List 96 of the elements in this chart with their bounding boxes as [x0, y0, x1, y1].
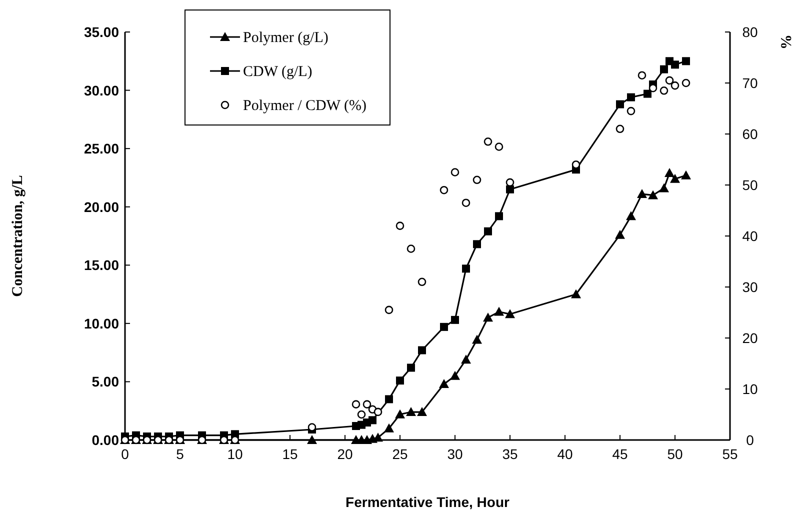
point [307, 435, 317, 444]
point [461, 354, 471, 364]
point [357, 410, 366, 419]
x-tick-label: 20 [337, 446, 353, 462]
point [439, 379, 449, 388]
point [368, 416, 376, 424]
x-axis-title: Fermentative Time, Hour [346, 494, 510, 510]
point [681, 170, 691, 180]
point [418, 346, 426, 354]
point [406, 244, 416, 253]
y-tick-label: 25.00 [84, 140, 120, 157]
point [384, 306, 394, 314]
y-tick-label: 35.00 [84, 24, 120, 40]
point [659, 183, 669, 192]
point [506, 185, 514, 194]
point [396, 222, 404, 230]
point [660, 65, 668, 74]
y2-tick-label: 10 [742, 381, 758, 397]
point [395, 409, 405, 418]
point [682, 57, 690, 66]
y2-tick-label: 30 [742, 279, 758, 295]
point [472, 334, 482, 344]
legend-label: CDW (g/L) [243, 64, 312, 80]
point [308, 423, 316, 432]
y-tick-label: 15.00 [84, 257, 120, 274]
point [494, 306, 504, 316]
point [484, 227, 492, 236]
legend-label: Polymer / CDW (%) [243, 98, 366, 114]
point [671, 60, 679, 69]
point [473, 240, 481, 248]
y2-axis-title: % [779, 34, 795, 50]
point [670, 174, 680, 183]
point [362, 400, 372, 408]
x-tick-label: 50 [667, 446, 683, 462]
y2-tick-label: 80 [742, 24, 758, 40]
point [385, 395, 393, 404]
y2-tick-label: 70 [742, 75, 758, 91]
point [644, 90, 652, 98]
point [406, 407, 416, 416]
y2-tick-label: 40 [742, 228, 758, 244]
y2-tick-label: 0 [746, 432, 754, 448]
y-axis-title: Concentration, g/L [10, 175, 26, 297]
point [571, 289, 581, 298]
point [637, 189, 647, 198]
point [483, 312, 493, 322]
point [626, 211, 636, 220]
y2-tick-label: 50 [742, 177, 758, 193]
x-tick-label: 30 [447, 446, 463, 462]
point [484, 138, 492, 146]
y-tick-label: 10.00 [84, 315, 120, 332]
point [352, 400, 360, 408]
y-tick-label: 30.00 [84, 82, 120, 98]
legend-label: Polymer (g/L) [243, 30, 328, 46]
x-tick-label: 15 [282, 446, 298, 462]
point [665, 76, 674, 85]
point [450, 168, 460, 176]
point [660, 86, 668, 95]
point [451, 316, 459, 324]
x-tick-label: 40 [557, 446, 573, 462]
point [616, 100, 624, 108]
y-tick-label: 0.00 [92, 432, 120, 448]
point [418, 278, 426, 286]
x-tick-label: 55 [722, 446, 738, 462]
point [616, 124, 624, 134]
point [472, 176, 482, 184]
y2-tick-label: 20 [742, 330, 758, 346]
point [440, 322, 448, 331]
point [627, 93, 635, 102]
x-tick-label: 5 [176, 446, 184, 462]
point [407, 364, 415, 372]
point [505, 309, 515, 318]
point [494, 142, 504, 151]
point [682, 78, 690, 88]
point [664, 168, 674, 178]
point [670, 81, 680, 90]
x-tick-label: 25 [392, 446, 408, 462]
point [462, 198, 470, 207]
point [615, 230, 625, 239]
point [626, 106, 636, 116]
x-tick-label: 10 [227, 446, 243, 462]
x-tick-label: 45 [612, 446, 628, 462]
point [638, 71, 646, 80]
point [495, 212, 503, 220]
y-tick-label: 20.00 [84, 198, 120, 215]
point [374, 408, 382, 416]
point [417, 407, 427, 416]
point [396, 376, 404, 385]
point [648, 190, 658, 200]
y2-tick-label: 60 [742, 126, 758, 142]
x-tick-label: 0 [121, 446, 130, 462]
point [450, 370, 460, 380]
point [384, 423, 394, 432]
y-tick-label: 5.00 [92, 374, 120, 390]
x-tick-label: 35 [502, 446, 518, 462]
point [440, 186, 448, 194]
point [462, 264, 470, 273]
